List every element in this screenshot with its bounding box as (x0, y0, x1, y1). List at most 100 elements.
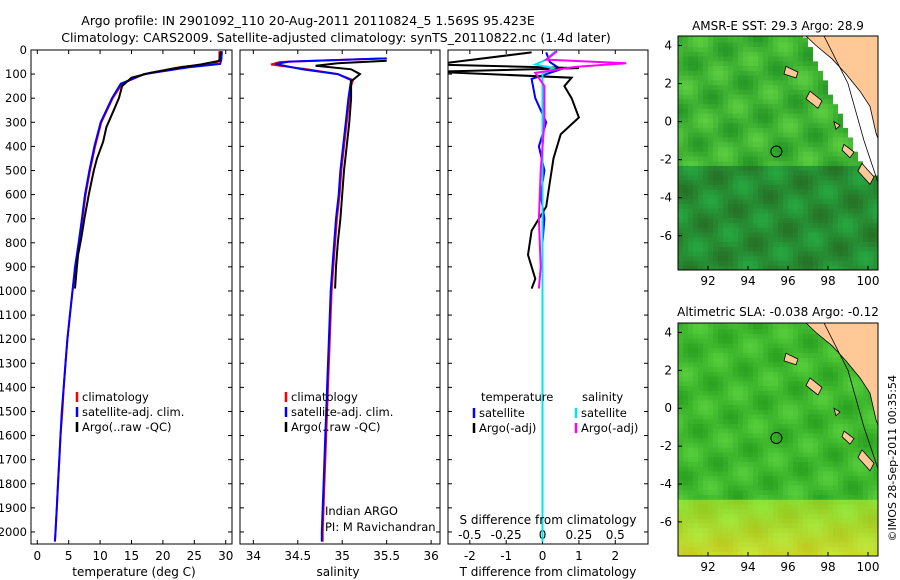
map-cell (833, 413, 839, 420)
map-cell (813, 352, 819, 358)
map-cell (728, 437, 734, 443)
map-cell (678, 160, 684, 166)
map-cell (683, 404, 689, 410)
map-cell (698, 232, 704, 238)
map-cell (803, 98, 809, 105)
map-cell (803, 203, 809, 209)
map-cell (753, 174, 759, 181)
map-cell (753, 342, 759, 349)
map-cell (703, 347, 709, 353)
map-cell (863, 480, 869, 486)
map-cell (733, 366, 739, 372)
map-cell (823, 136, 829, 143)
map-cell (723, 432, 729, 439)
map-cell (733, 189, 739, 195)
map-cell (803, 170, 809, 176)
map-cell (843, 485, 849, 491)
map-cell (793, 198, 799, 205)
map-cell (798, 366, 804, 372)
map-cell (788, 333, 794, 339)
map-cell (708, 409, 714, 415)
map-cell (813, 442, 819, 448)
map-cell (748, 136, 754, 143)
map-cell (808, 198, 814, 205)
difference-line (533, 50, 627, 289)
map-cell (853, 160, 859, 166)
map-cell (703, 352, 709, 358)
legend-label: satellite (581, 406, 627, 420)
map-cell (763, 442, 769, 448)
map-cell (728, 428, 734, 434)
map-cell (748, 255, 754, 262)
map-cell (733, 437, 739, 443)
map-cell (868, 227, 874, 233)
map-cell (798, 508, 804, 514)
t-tick-label: 2 (611, 549, 619, 563)
map-cell (723, 489, 729, 496)
map-cell (733, 404, 739, 410)
map-cell (733, 265, 739, 270)
map-cell (768, 413, 774, 420)
map-cell (833, 475, 839, 481)
map-cell (693, 108, 699, 114)
map-cell (783, 423, 789, 429)
map-cell (678, 342, 684, 349)
map-cell (863, 236, 869, 243)
map-cell (703, 155, 709, 162)
map-cell (753, 361, 759, 368)
map-cell (778, 108, 784, 114)
map-cell (833, 352, 839, 358)
map-cell (683, 518, 689, 524)
map-cell (678, 203, 684, 209)
map-cell (853, 179, 859, 185)
map-cell (838, 84, 844, 90)
map-cell (838, 494, 844, 500)
x-tick-label: 25 (187, 549, 202, 563)
map-cell (733, 232, 739, 238)
depth-contour (823, 36, 878, 183)
map-cell (743, 246, 749, 252)
map-cell (783, 361, 789, 368)
map-cell (723, 217, 729, 224)
depth-tick-label: 2000 (0, 525, 27, 539)
map-cell (853, 499, 859, 505)
map-cell (748, 371, 754, 377)
map-cell (743, 323, 749, 325)
map-cell (748, 522, 754, 529)
map-cell (793, 36, 799, 38)
map-cell (823, 399, 829, 406)
map-cell (758, 56, 764, 62)
map-cell (678, 432, 684, 439)
map-cell (853, 84, 859, 90)
map-cell (758, 357, 764, 363)
map-cell (778, 203, 784, 209)
map-cell (773, 323, 779, 330)
map-cell (793, 342, 799, 349)
map-cell (703, 255, 709, 262)
map-cell (688, 390, 694, 396)
s-tick-label: 0.5 (606, 528, 625, 542)
map-cell (678, 70, 684, 76)
map-cell (813, 212, 819, 219)
map-cell (713, 37, 719, 43)
map-cell (678, 37, 684, 43)
map-cell (778, 532, 784, 538)
map-cell (848, 532, 854, 538)
map-cell (723, 165, 729, 171)
map-cell (718, 60, 724, 67)
map-cell (853, 541, 859, 548)
map-cell (708, 451, 714, 458)
map-cell (733, 328, 739, 335)
map-cell (853, 551, 859, 556)
map-cell (698, 499, 704, 505)
map-cell (738, 494, 744, 500)
map-cell (738, 98, 744, 105)
map-cell (798, 141, 804, 147)
map-cell (708, 413, 714, 420)
map-cell (763, 518, 769, 524)
map-cell (863, 418, 869, 425)
map-cell (853, 113, 859, 119)
map-cell (778, 461, 784, 467)
map-cell (678, 155, 684, 162)
map-cell (748, 527, 754, 533)
